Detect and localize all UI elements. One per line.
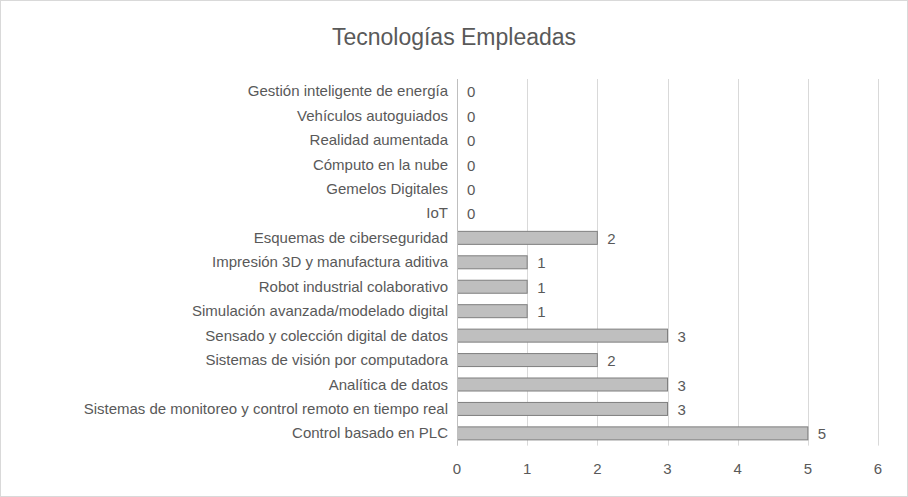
category-label: Vehículos autoguiados [297,107,448,124]
grid-line [738,79,739,446]
data-label: 3 [678,401,686,418]
data-label: 0 [467,181,475,198]
data-label: 0 [467,108,475,125]
category-label: Analítica de datos [329,376,448,393]
category-label: Cómputo en la nube [313,156,448,173]
tick-label: 2 [593,460,601,477]
chart-title: Tecnologías Empleadas [332,24,576,50]
data-label: 5 [818,425,826,442]
data-label: 0 [467,205,475,222]
data-label: 0 [467,83,475,100]
category-label: IoT [426,204,448,221]
tick-label: 5 [804,460,812,477]
data-label: 2 [607,352,615,369]
bar [457,280,527,293]
bar [457,378,668,391]
tick-label: 6 [874,460,882,477]
category-label: Sistemas de monitoreo y control remoto e… [84,400,448,417]
category-label: Realidad aumentada [310,131,449,148]
category-label: Robot industrial colaborativo [259,278,448,295]
category-label: Gestión inteligente de energía [248,82,449,99]
data-label: 0 [467,132,475,149]
grid-line [457,79,458,446]
bar [457,402,668,415]
category-label: Impresión 3D y manufactura aditiva [212,253,449,270]
category-label: Gemelos Digitales [326,180,448,197]
chart-container: Tecnologías Empleadas 0 1 2 3 4 5 6 Gestión inte… [0,0,908,497]
bars [457,231,808,440]
chart-svg: Tecnologías Empleadas 0 1 2 3 4 5 6 Gestión inte… [0,0,908,497]
data-label: 2 [607,230,615,247]
bar [457,256,527,269]
grid-line [878,79,879,446]
data-label: 0 [467,157,475,174]
tick-label: 1 [523,460,531,477]
category-label: Sistemas de visión por computadora [205,351,448,368]
category-label: Control basado en PLC [292,424,448,441]
grid-line [808,79,809,446]
category-axis-line [457,79,458,446]
bar [457,354,597,367]
tick-label: 3 [663,460,671,477]
data-label: 1 [537,254,545,271]
grid-line [668,79,669,446]
bar [457,305,527,318]
category-label: Sensado y colección digital de datos [205,327,448,344]
bar [457,329,668,342]
category-label: Esquemas de ciberseguridad [254,229,448,246]
chart-frame [1,1,908,497]
tick-label: 4 [733,460,741,477]
data-label: 1 [537,303,545,320]
tick-label: 0 [453,460,461,477]
data-label: 3 [678,377,686,394]
bar [457,231,597,244]
data-label: 3 [678,328,686,345]
category-label: Simulación avanzada/modelado digital [192,302,448,319]
bar [457,427,808,440]
grid [458,79,879,446]
data-label: 1 [537,279,545,296]
